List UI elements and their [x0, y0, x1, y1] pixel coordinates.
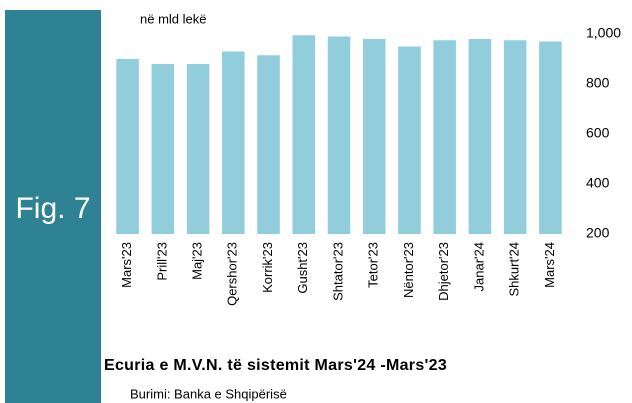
bar — [468, 39, 492, 234]
y-tick-label: 400 — [586, 175, 610, 191]
chart-title: Ecuria e M.V.N. të sistemit Mars'24 -Mar… — [104, 357, 447, 374]
x-tick-label: Mars'23 — [119, 242, 134, 288]
y-tick-label: 600 — [586, 125, 610, 141]
bar — [539, 41, 562, 234]
x-tick-label: Janar'24 — [471, 242, 486, 291]
y-tick-label: 1,000 — [586, 25, 621, 41]
x-tick-label: Gusht'23 — [295, 242, 310, 294]
bar — [362, 39, 386, 234]
y-tick-label: 800 — [586, 75, 610, 91]
x-tick-label: Korrik'23 — [260, 242, 275, 293]
bar — [398, 46, 421, 234]
bar — [151, 64, 175, 234]
y-tick-label: 200 — [586, 225, 610, 241]
source: Burimi: Banka e Shqipërisë — [130, 386, 287, 401]
x-tick-label: Tetor'23 — [366, 242, 381, 288]
bar — [327, 36, 351, 234]
bar — [116, 59, 139, 234]
figure-panel — [5, 10, 101, 403]
x-tick-label: Nëntor'23 — [401, 242, 416, 298]
x-tick-label: Maj'23 — [190, 242, 205, 280]
x-tick-label: Dhjetor'23 — [436, 242, 451, 301]
figure-label: Fig. 7 — [15, 192, 90, 225]
x-tick-label: Prill'23 — [154, 242, 169, 281]
bar — [186, 64, 210, 234]
x-tick-label: Shkurt'24 — [507, 242, 522, 297]
bar — [503, 40, 527, 234]
y-unit-label: në mld lekë — [140, 11, 206, 26]
bar — [222, 51, 245, 234]
x-tick-label: Mars'24 — [542, 242, 557, 288]
bar — [257, 55, 280, 234]
x-tick-label: Qershor'23 — [225, 242, 240, 306]
x-tick-label: Shtator'23 — [330, 242, 345, 301]
bar — [292, 35, 316, 234]
bar — [433, 40, 456, 234]
